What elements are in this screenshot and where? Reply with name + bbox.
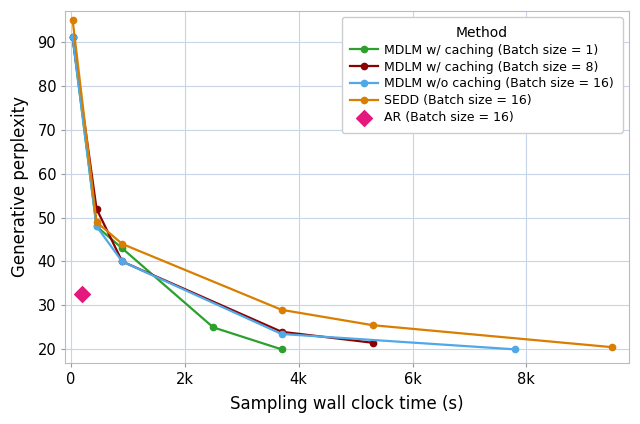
Legend: MDLM w/ caching (Batch size = 1), MDLM w/ caching (Batch size = 8), MDLM w/o cac: MDLM w/ caching (Batch size = 1), MDLM w… xyxy=(342,17,623,133)
MDLM w/ caching (Batch size = 8) xyxy=(118,259,126,264)
SEDD (Batch size = 16) xyxy=(608,345,616,350)
MDLM w/ caching (Batch size = 1) xyxy=(68,35,76,40)
MDLM w/ caching (Batch size = 8) xyxy=(68,35,76,40)
Line: MDLM w/o caching (Batch size = 16): MDLM w/o caching (Batch size = 16) xyxy=(70,34,518,352)
MDLM w/o caching (Batch size = 16) xyxy=(68,35,76,40)
MDLM w/ caching (Batch size = 8) xyxy=(278,329,285,334)
SEDD (Batch size = 16) xyxy=(278,307,285,312)
MDLM w/ caching (Batch size = 8) xyxy=(369,340,376,345)
SEDD (Batch size = 16) xyxy=(93,219,100,224)
MDLM w/o caching (Batch size = 16) xyxy=(118,259,126,264)
MDLM w/ caching (Batch size = 8) xyxy=(93,206,100,211)
SEDD (Batch size = 16) xyxy=(118,241,126,246)
MDLM w/ caching (Batch size = 1) xyxy=(278,347,285,352)
Y-axis label: Generative perplexity: Generative perplexity xyxy=(11,96,29,277)
MDLM w/ caching (Batch size = 1) xyxy=(209,325,217,330)
MDLM w/ caching (Batch size = 1) xyxy=(118,246,126,251)
Line: MDLM w/ caching (Batch size = 8): MDLM w/ caching (Batch size = 8) xyxy=(70,34,376,346)
MDLM w/o caching (Batch size = 16) xyxy=(93,224,100,229)
Line: SEDD (Batch size = 16): SEDD (Batch size = 16) xyxy=(70,17,615,350)
X-axis label: Sampling wall clock time (s): Sampling wall clock time (s) xyxy=(230,395,464,413)
AR (Batch size = 16) xyxy=(77,291,88,298)
MDLM w/o caching (Batch size = 16) xyxy=(511,347,519,352)
Line: MDLM w/ caching (Batch size = 1): MDLM w/ caching (Batch size = 1) xyxy=(70,34,285,352)
MDLM w/ caching (Batch size = 1) xyxy=(93,224,100,229)
MDLM w/o caching (Batch size = 16) xyxy=(278,332,285,337)
SEDD (Batch size = 16) xyxy=(369,323,376,328)
SEDD (Batch size = 16) xyxy=(68,17,76,22)
